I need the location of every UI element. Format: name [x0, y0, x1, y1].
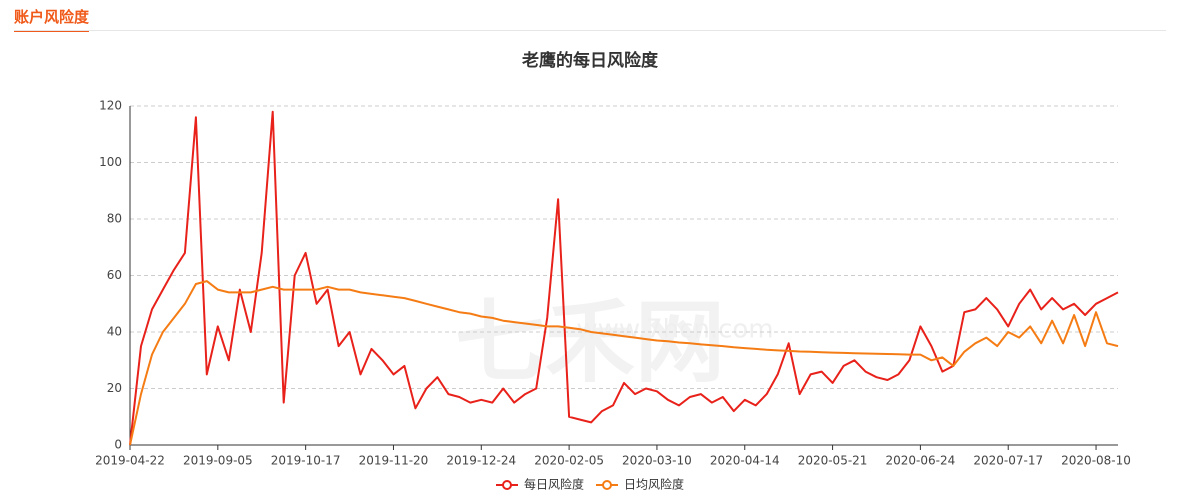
y-tick-label: 80: [107, 212, 122, 226]
series-line: [129, 110, 1119, 446]
legend-label: 每日风险度: [524, 477, 584, 492]
watermark: www.7hcn.com: [576, 315, 773, 345]
legend-label: 日均风险度: [624, 477, 684, 492]
x-tick-label: 2019-10-17: [271, 454, 341, 468]
x-tick-label: 2019-11-20: [359, 454, 429, 468]
y-tick-label: 100: [99, 155, 122, 169]
x-tick-label: 2020-02-05: [534, 454, 604, 468]
x-tick-label: 2020-06-24: [886, 454, 956, 468]
x-tick-label: 2020-04-14: [710, 454, 780, 468]
x-tick-label: 2019-09-05: [183, 454, 253, 468]
y-tick-label: 120: [99, 99, 122, 113]
legend-item[interactable]: 日均风险度: [596, 477, 684, 492]
series-line: [129, 280, 1119, 446]
section-tab[interactable]: 账户风险度: [14, 6, 90, 32]
y-tick-label: 20: [107, 381, 122, 395]
x-tick-label: 2019-12-24: [446, 454, 516, 468]
y-tick-label: 60: [107, 268, 122, 282]
x-tick-label: 2020-03-10: [622, 454, 692, 468]
divider: [14, 30, 1166, 31]
x-tick-label: 2020-07-17: [973, 454, 1043, 468]
x-tick-label: 2020-08-10: [1061, 454, 1131, 468]
legend-symbol: [502, 480, 512, 490]
x-tick-label: 2019-04-22: [95, 454, 165, 468]
y-tick-label: 0: [114, 438, 122, 452]
y-tick-label: 40: [107, 325, 122, 339]
chart-title: 老鹰的每日风险度: [521, 50, 659, 71]
legend-item[interactable]: 每日风险度: [496, 477, 584, 492]
x-tick-label: 2020-05-21: [798, 454, 868, 468]
legend-symbol: [602, 480, 612, 490]
